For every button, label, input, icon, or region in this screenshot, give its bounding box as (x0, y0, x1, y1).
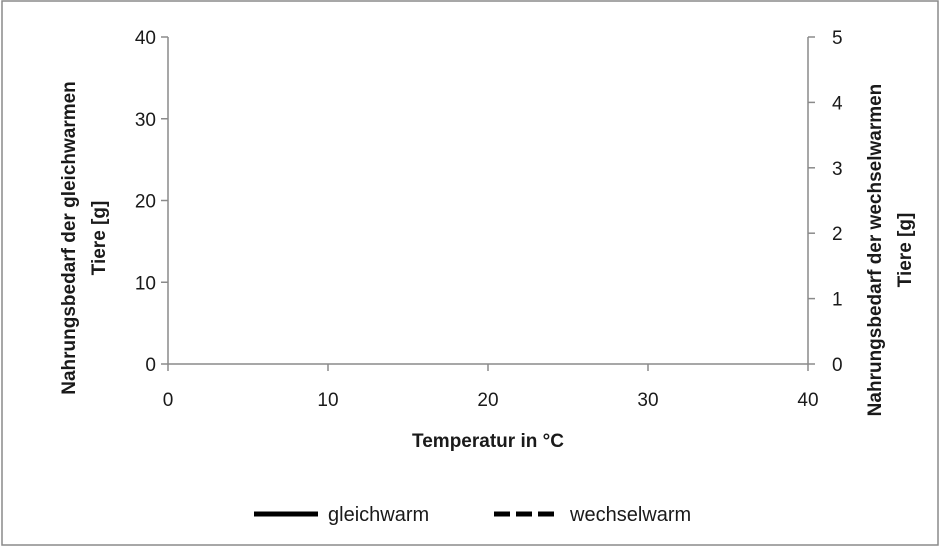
y-axis-right-title-line: Nahrungsbedarf der wechselwarmen (865, 84, 886, 417)
legend: gleichwarm wechselwarm (254, 504, 691, 526)
y-axis-left-title-line: Tiere [g] (89, 201, 110, 276)
x-tick-label: 20 (477, 390, 498, 411)
y-axis-left-title-line: Nahrungsbedarf der gleichwarmen (59, 81, 80, 395)
x-axis-title: Temperatur in °C (412, 431, 564, 452)
y-right-tick-label: 5 (832, 28, 843, 49)
x-tick-label: 10 (317, 390, 338, 411)
axis-labels: Temperatur in °C Nahrungsbedarf der gleic… (59, 81, 916, 452)
y-left-tick-label: 0 (145, 355, 156, 376)
legend-label-wechselwarm: wechselwarm (569, 504, 691, 526)
y-axis-right-title-line: Tiere [g] (895, 213, 916, 288)
y-right-tick-label: 4 (832, 93, 843, 114)
y-left-tick-label: 40 (135, 28, 156, 49)
axes: 0 10 20 30 40 0 1 2 3 4 5 0 10 20 30 40 (135, 28, 843, 411)
legend-label-gleichwarm: gleichwarm (328, 504, 429, 526)
y-right-tick-label: 0 (832, 355, 843, 376)
y-right-tick-label: 2 (832, 224, 843, 245)
y-left-tick-label: 20 (135, 192, 156, 213)
y-left-tick-label: 10 (135, 273, 156, 294)
y-right-tick-label: 3 (832, 159, 843, 180)
y-left-tick-label: 30 (135, 110, 156, 131)
x-tick-label: 0 (163, 390, 174, 411)
x-tick-label: 40 (797, 390, 818, 411)
x-tick-label: 30 (637, 390, 658, 411)
y-right-tick-label: 1 (832, 290, 843, 311)
